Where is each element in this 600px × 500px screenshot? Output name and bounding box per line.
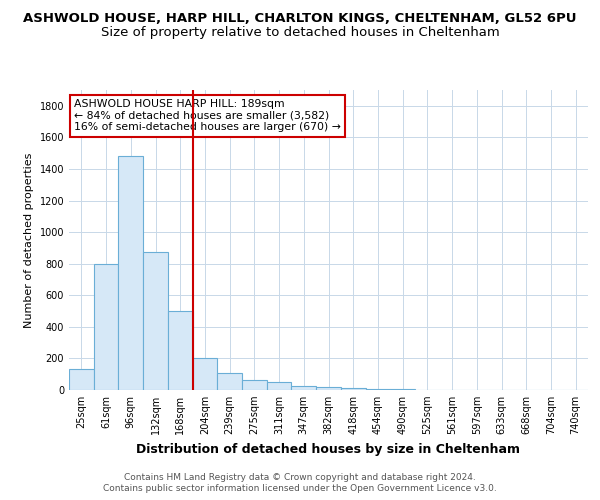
Bar	[168, 311, 193, 390]
Bar	[267, 382, 292, 390]
Text: Contains HM Land Registry data © Crown copyright and database right 2024.: Contains HM Land Registry data © Crown c…	[124, 472, 476, 482]
Bar	[242, 380, 267, 390]
Bar	[217, 372, 242, 390]
Text: ASHWOLD HOUSE, HARP HILL, CHARLTON KINGS, CHELTENHAM, GL52 6PU: ASHWOLD HOUSE, HARP HILL, CHARLTON KINGS…	[23, 12, 577, 26]
Bar	[69, 370, 94, 390]
Text: Contains public sector information licensed under the Open Government Licence v3: Contains public sector information licen…	[103, 484, 497, 493]
Bar	[341, 388, 365, 390]
Bar	[143, 252, 168, 390]
Bar	[365, 389, 390, 390]
Bar	[316, 387, 341, 390]
Text: ASHWOLD HOUSE HARP HILL: 189sqm
← 84% of detached houses are smaller (3,582)
16%: ASHWOLD HOUSE HARP HILL: 189sqm ← 84% of…	[74, 99, 341, 132]
Bar	[292, 386, 316, 390]
Y-axis label: Number of detached properties: Number of detached properties	[24, 152, 34, 328]
Text: Size of property relative to detached houses in Cheltenham: Size of property relative to detached ho…	[101, 26, 499, 39]
Bar	[193, 358, 217, 390]
Bar	[118, 156, 143, 390]
Bar	[94, 264, 118, 390]
X-axis label: Distribution of detached houses by size in Cheltenham: Distribution of detached houses by size …	[137, 442, 521, 456]
Bar	[390, 389, 415, 390]
